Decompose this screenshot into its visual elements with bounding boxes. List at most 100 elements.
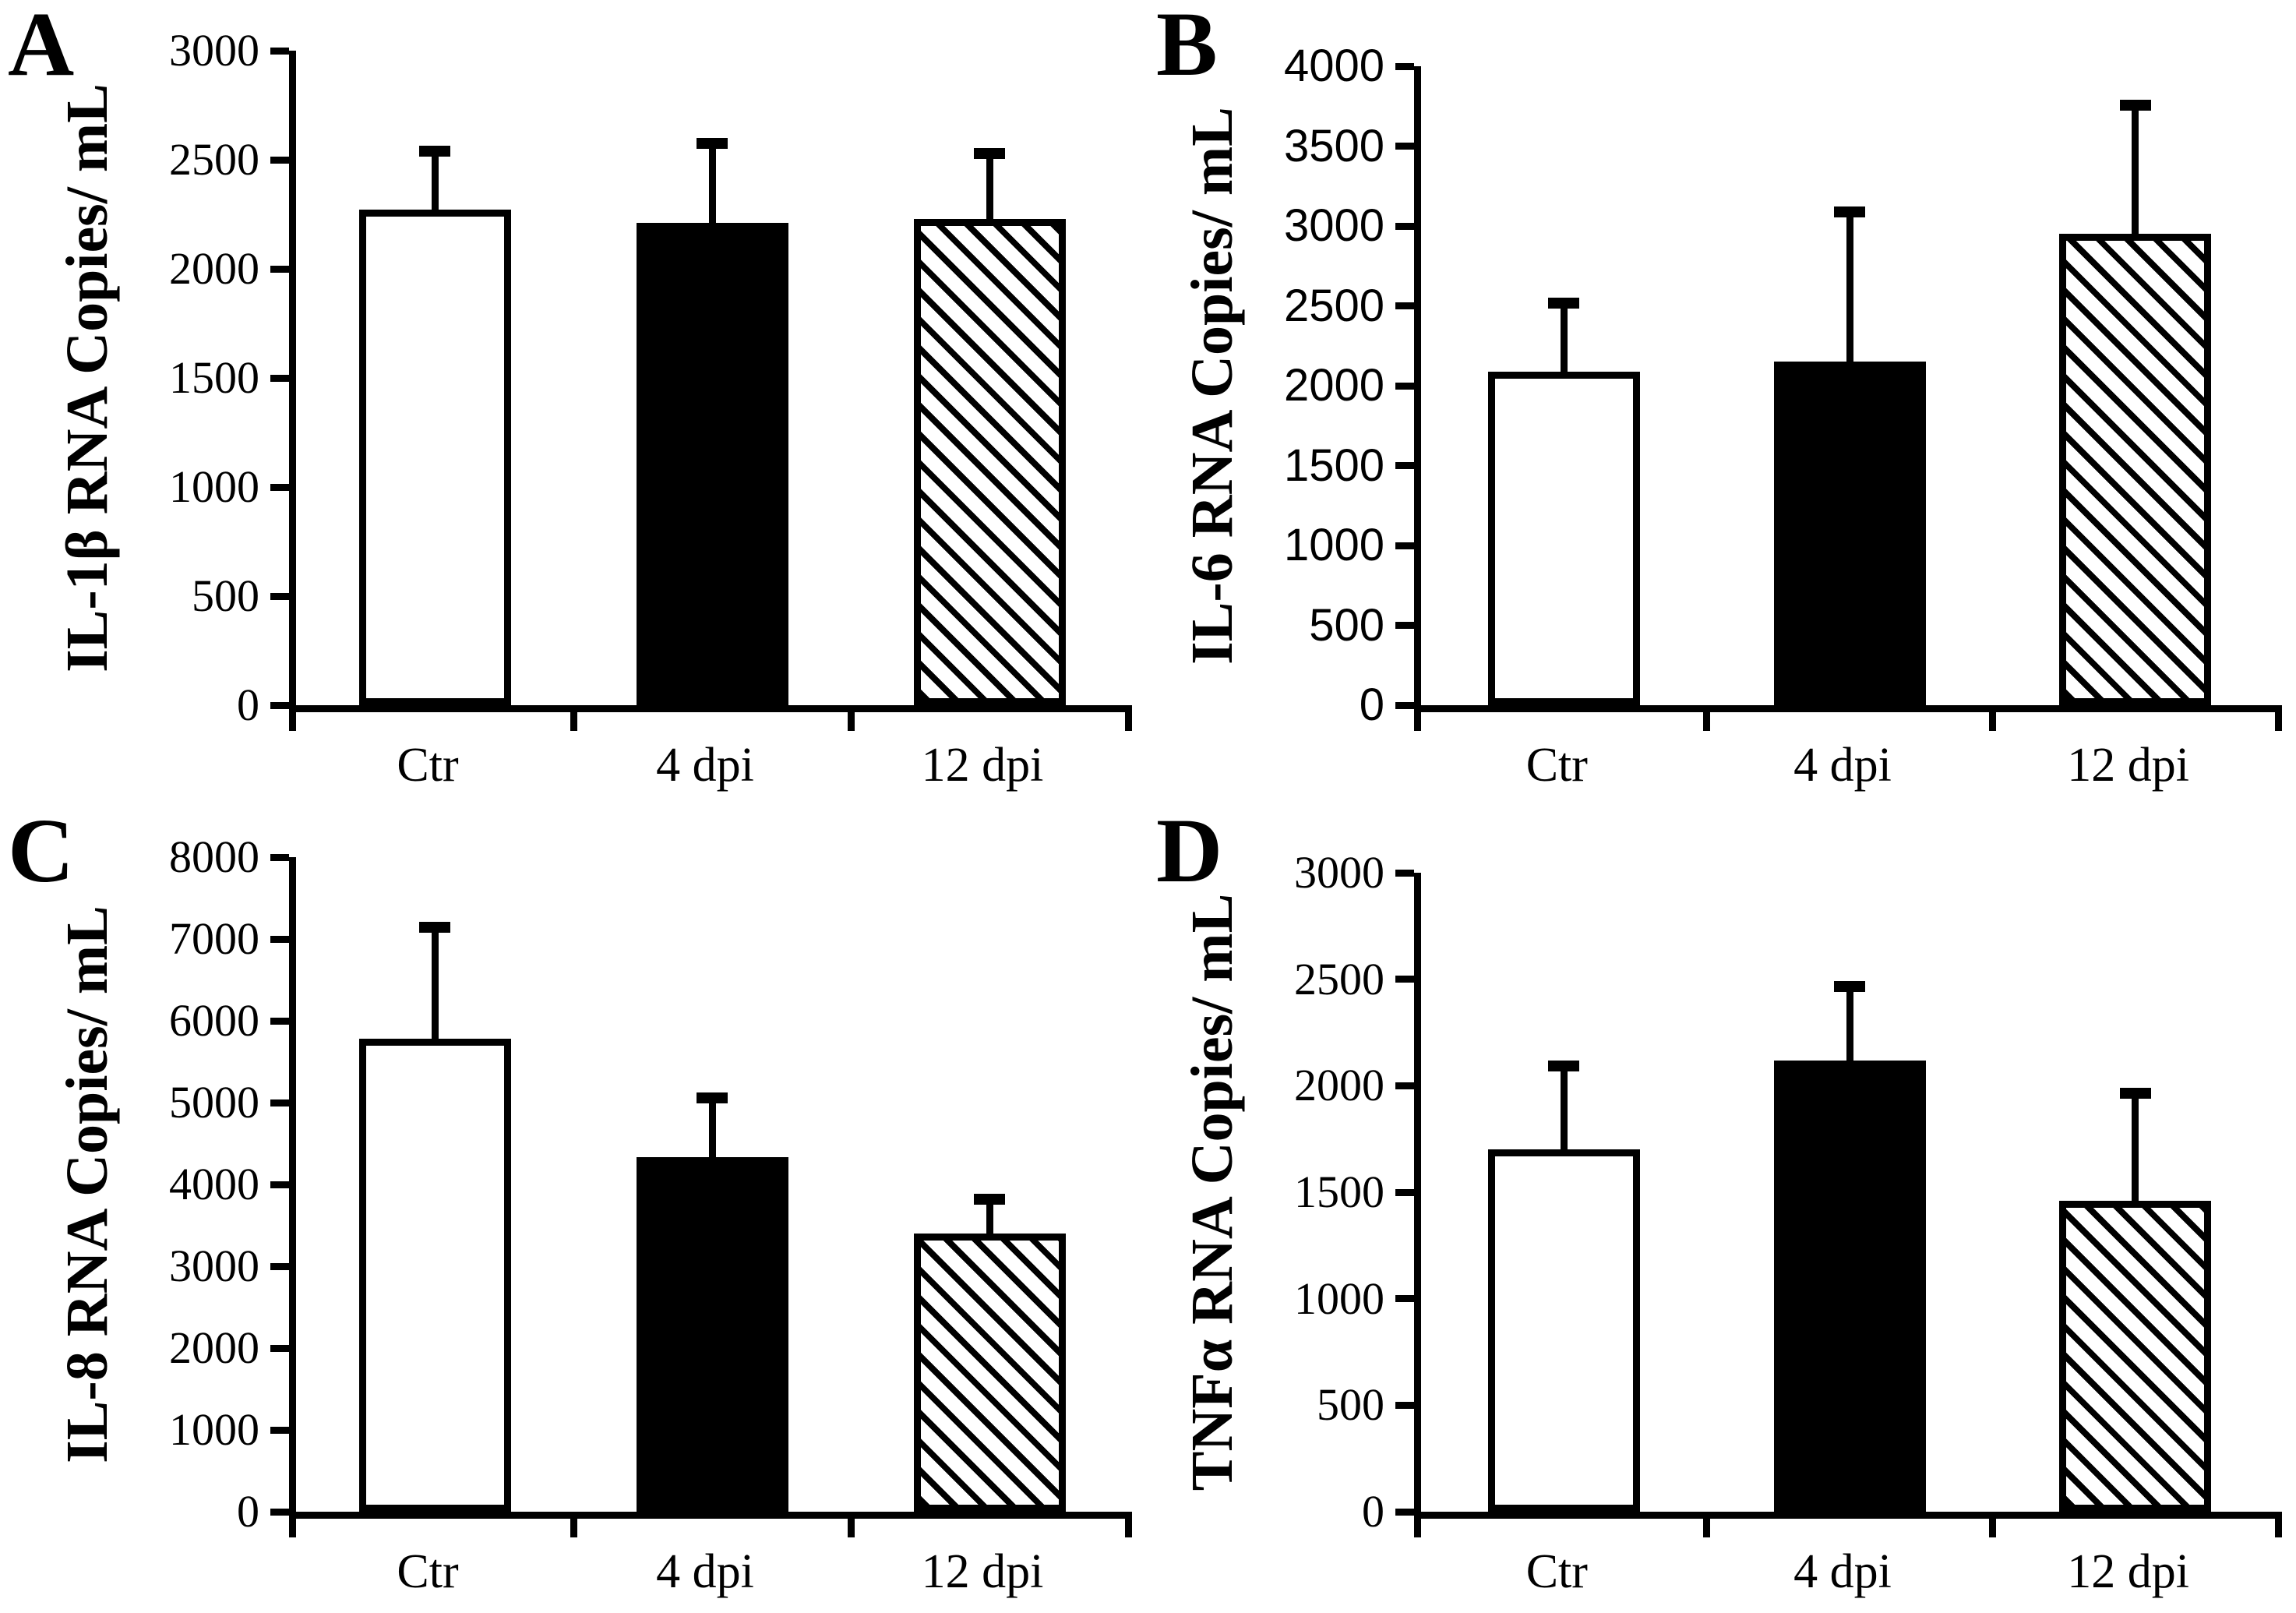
y-tick-mark [270, 156, 289, 164]
y-tick-label: 0 [237, 679, 259, 730]
y-tick-mark [1395, 302, 1414, 309]
y-tick-mark [270, 592, 289, 600]
y-tick-label: 3000 [1283, 200, 1384, 251]
panel-letter: A [8, 0, 75, 95]
y-tick-mark [270, 1262, 289, 1270]
y-tick-mark [270, 1426, 289, 1434]
error-bar-cap [974, 147, 1005, 159]
y-tick-mark [1395, 976, 1414, 983]
x-tick-mark [1703, 705, 1711, 731]
y-tick-label: 2500 [1294, 953, 1384, 1004]
y-tick-mark [1395, 542, 1414, 549]
y-tick-label: 1000 [1283, 520, 1384, 570]
x-tick-label: 4 dpi [656, 1545, 754, 1598]
plot-area [270, 47, 1132, 731]
error-bar-stem [2132, 1088, 2139, 1202]
panel-d: D TNFα RNA Copies/ mL 0 500 1000 1500 2000 2500… [1148, 800, 2296, 1613]
y-tick-label: 7000 [169, 913, 259, 964]
y-tick-mark [1395, 622, 1414, 629]
y-tick-mark [1395, 62, 1414, 70]
error-bar-stem [431, 921, 439, 1041]
panel-letter: D [1156, 799, 1223, 902]
y-tick-mark [270, 1344, 289, 1352]
y-tick-mark [1395, 143, 1414, 150]
x-tick-label: 12 dpi [921, 739, 1044, 792]
plot-area [270, 853, 1132, 1537]
y-tick-label: 0 [1359, 679, 1384, 730]
x-tick-label: 4 dpi [1793, 739, 1892, 792]
y-tick-mark [270, 1017, 289, 1025]
y-tick-label: 8000 [169, 831, 259, 882]
x-tick-mark [570, 705, 577, 731]
error-bar-stem [1560, 1060, 1568, 1152]
y-tick-label: 1000 [1294, 1272, 1384, 1324]
x-tick-label: 12 dpi [2067, 739, 2190, 792]
y-tick-mark [270, 1099, 289, 1107]
y-tick-mark [270, 1181, 289, 1188]
x-tick-label: Ctr [1525, 739, 1588, 792]
y-tick-label: 3000 [1294, 847, 1384, 898]
bar-4-dpi [1773, 1060, 1926, 1512]
x-tick-mark [1414, 705, 1421, 731]
x-tick-label: Ctr [397, 1545, 459, 1598]
y-tick-mark [1395, 1295, 1414, 1303]
x-tick-label: 4 dpi [656, 739, 754, 792]
y-tick-mark [270, 374, 289, 382]
error-bar-cap [1548, 1060, 1580, 1071]
error-bar-stem [708, 138, 716, 225]
bar-12-dpi [2059, 1200, 2212, 1512]
error-bar-stem [708, 1092, 716, 1159]
y-tick-mark [1395, 869, 1414, 877]
y-tick-mark [270, 701, 289, 709]
y-tick-label: 6000 [169, 995, 259, 1046]
y-tick-label: 1000 [169, 1404, 259, 1455]
error-bar-cap [2119, 1088, 2151, 1099]
y-tick-label: 1000 [169, 461, 259, 512]
error-bar-cap [974, 1193, 1005, 1205]
panel-a: A IL-1β RNA Copies/ mL 0 500 1000 1500 2000 250… [0, 0, 1148, 806]
y-tick-label: 1500 [1283, 439, 1384, 491]
x-tick-mark [570, 1512, 577, 1537]
y-tick-mark [270, 1508, 289, 1516]
y-tick-label: 4000 [169, 1159, 259, 1209]
bar-12-dpi [2059, 234, 2212, 705]
bar-4-dpi [636, 1157, 788, 1512]
y-tick-label: 1500 [1294, 1167, 1384, 1217]
y-tick-label: 3000 [169, 25, 259, 76]
x-tick-label: Ctr [397, 739, 459, 792]
y-tick-label: 1500 [169, 352, 259, 403]
x-tick-mark [1988, 1512, 1996, 1537]
error-bar-stem [986, 1193, 993, 1235]
y-tick-mark [1395, 1401, 1414, 1409]
y-tick-mark [1395, 1508, 1414, 1516]
error-bar-stem [1560, 298, 1568, 373]
error-bar-stem [431, 145, 439, 212]
y-tick-label: 5000 [169, 1077, 259, 1128]
bar-ctr [358, 1039, 511, 1512]
panel-letter: B [1156, 0, 1218, 95]
x-tick-label: 12 dpi [2067, 1545, 2190, 1598]
y-tick-label: 2000 [1283, 360, 1384, 411]
y-tick-label: 3500 [1283, 120, 1384, 171]
y-tick-mark [1395, 1082, 1414, 1089]
error-bar-cap [419, 921, 450, 933]
y-tick-label: 2000 [169, 243, 259, 294]
panel-b: B IL-6 RNA Copies/ mL 0 500 1000 1500 2000 2500… [1148, 0, 2296, 806]
y-tick-label: 2000 [1294, 1060, 1384, 1111]
x-tick-label: Ctr [1525, 1545, 1588, 1598]
x-tick-mark [847, 705, 855, 731]
y-tick-mark [270, 935, 289, 943]
y-tick-mark [1395, 701, 1414, 709]
x-tick-label: 12 dpi [921, 1545, 1044, 1598]
panel-c: C IL-8 RNA Copies/ mL 0 1000 2000 3000 4000 500… [0, 800, 1148, 1613]
error-bar-cap [1834, 206, 1865, 218]
x-tick-mark [1124, 705, 1132, 731]
x-tick-label: 4 dpi [1793, 1545, 1892, 1598]
bar-ctr [358, 210, 511, 705]
y-tick-label: 2500 [1283, 280, 1384, 331]
bar-ctr [1487, 371, 1640, 705]
y-tick-mark [270, 265, 289, 273]
y-tick-label: 3000 [169, 1241, 259, 1291]
error-bar-stem [1846, 206, 1853, 364]
